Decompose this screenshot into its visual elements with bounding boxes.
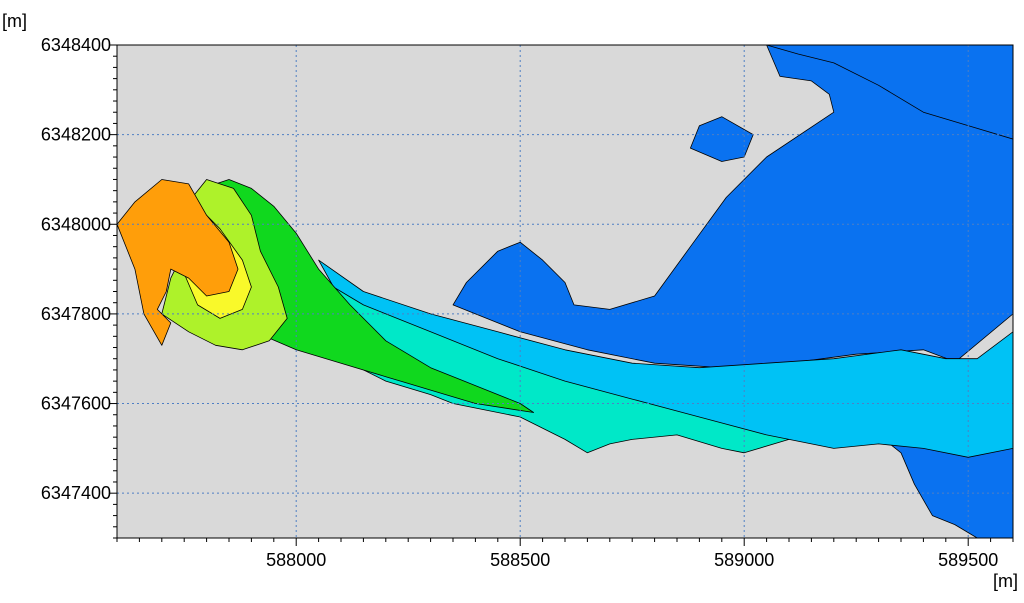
y-tick-label: 6348200 (41, 125, 111, 145)
contour-regions (117, 45, 1013, 538)
y-axis: 6347400 6347600 6347800 6348000 6348200 63484… (41, 35, 117, 539)
contour-region-6-8 (117, 179, 239, 346)
x-tick-label: 588000 (266, 550, 326, 570)
y-axis-unit-label: [m] (2, 11, 27, 31)
x-tick-label: 589000 (714, 550, 774, 570)
x-tick-label: 589500 (938, 550, 998, 570)
plot-area (116, 44, 1014, 539)
y-tick-label: 6348400 (41, 35, 111, 55)
y-tick-label: 6347400 (41, 483, 111, 503)
y-tick-label: 6347600 (41, 394, 111, 414)
y-tick-label: 6347800 (41, 304, 111, 324)
gridlines (117, 45, 1013, 538)
x-axis: 588000 588500 589000 589500 (116, 538, 1014, 570)
x-tick-label: 588500 (490, 550, 550, 570)
contour-region-0-1 (766, 45, 1013, 140)
y-tick-label: 6348000 (41, 214, 111, 234)
x-axis-unit-label: [m] (993, 571, 1018, 591)
